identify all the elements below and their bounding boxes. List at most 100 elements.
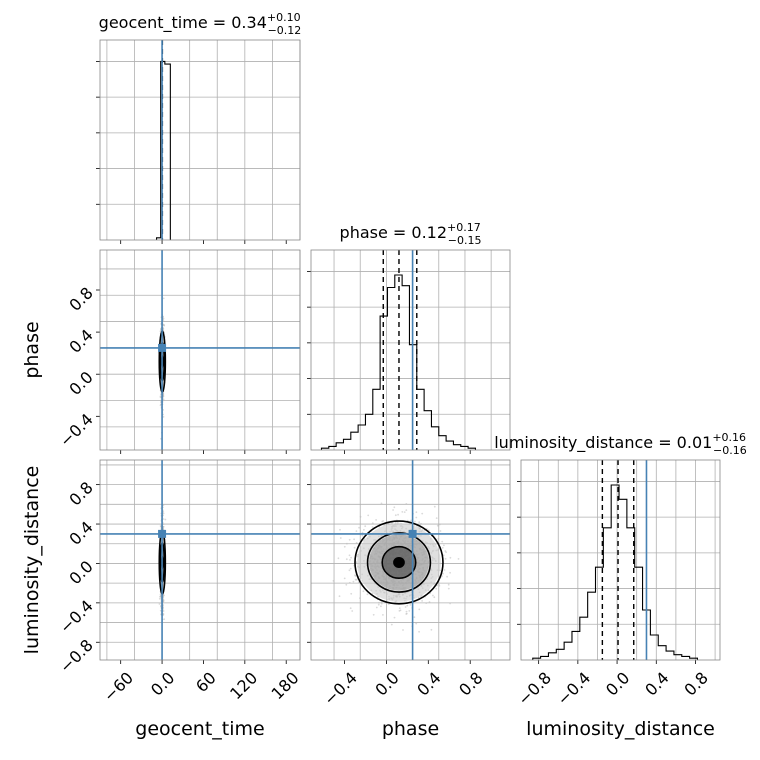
sample-point [393,506,396,509]
x-tick-label: 120 [226,668,261,703]
sample-point [158,597,161,600]
sample-point [353,546,356,549]
sample-point [447,583,450,586]
sample-point [380,605,382,608]
sample-point [408,610,411,612]
sample-point [339,528,341,531]
sample-point [436,524,439,527]
sample-point [349,559,351,561]
y-axis-label: luminosity_distance [21,466,43,655]
sample-point [159,404,162,407]
x-tick-label: −0.8 [514,668,555,709]
sample-point [372,613,375,616]
sample-point [354,575,357,577]
sample-point [441,546,444,549]
sample-point [421,512,424,515]
truth-marker [158,529,167,538]
histogram-steps [156,60,171,240]
sample-point [162,518,165,520]
sample-point [433,505,436,508]
sample-point [159,595,161,598]
grid-lines [311,460,510,660]
sample-point [375,606,378,609]
grid-lines [311,250,510,450]
truth-marker [408,529,417,538]
sample-point [405,503,408,505]
sample-point [393,616,396,619]
sample-point [162,297,165,300]
x-tick-label: 0.8 [680,668,711,699]
sample-point [366,593,369,596]
contour-line [366,532,432,593]
sample-point [406,604,409,607]
histogram-panel-geocent_time: geocent_time = 0.34+0.10 −0.12 [96,11,301,244]
histogram-panel-phase: phase = 0.12+0.17 −0.15 [307,221,511,454]
histogram-panel-luminosity_distance: −0.8−0.4 0.0 0.4 0.8 luminosity_distance = 0… [494,431,747,740]
sample-point [367,514,370,517]
sample-point [414,520,416,523]
sample-point [351,610,354,612]
sample-point [162,504,165,506]
sample-point [396,521,399,524]
sample-point [415,622,418,625]
sample-point [444,557,447,560]
panel-frame [310,249,511,451]
sample-point [337,557,340,560]
sample-point [158,603,161,605]
sample-point [348,569,351,572]
x-tick-label: 0.0 [371,668,402,699]
sample-point [371,526,374,528]
sample-point [162,610,165,612]
x-axis-label: phase [382,718,439,740]
sample-point [355,578,358,581]
y-tick-label: 0.8 [65,478,96,509]
sample-point [364,525,367,528]
sample-point [398,607,401,609]
sample-point [332,580,335,582]
sample-point [163,618,166,621]
sample-point [159,593,162,596]
x-tick-label: 180 [268,668,303,703]
sample-point [445,551,447,554]
sample-point [348,538,351,541]
sample-point [433,596,436,599]
2d-panel-geocent_time-phase: −0.4 0.0 0.4 0.8 phase [21,249,301,454]
x-tick-label: −60 [100,668,137,705]
x-tick-label: 60 [192,668,220,696]
sample-point [345,558,348,561]
panel-frame [520,459,721,661]
y-tick-label: 0.4 [65,517,96,548]
sample-point [404,606,407,608]
sample-point [345,583,348,586]
panel-title: luminosity_distance = 0.01+0.16 −0.16 [494,431,747,457]
x-tick-label: 0.0 [147,668,178,699]
sample-point [418,630,420,633]
sample-point [378,601,380,604]
density-peak [393,556,405,568]
sample-point [437,537,440,540]
sample-point [162,324,165,326]
y-tick-label: 0.0 [65,557,96,588]
sample-point [408,522,411,525]
sample-point [346,542,348,545]
y-tick-label: −0.8 [56,636,97,677]
sample-point [413,616,416,619]
sample-point [350,556,352,559]
panel-frame [99,39,301,241]
x-tick-label: 0.4 [641,668,672,699]
sample-point [410,519,412,522]
sample-point [405,612,408,615]
sample-point [435,587,438,590]
y-tick-label: 0.0 [65,368,96,399]
sample-point [359,597,361,599]
sample-point [349,567,352,570]
sample-point [418,521,421,524]
grid-lines [521,460,720,660]
y-tick-label: −0.4 [56,596,97,637]
sample-point [343,545,346,548]
x-tick-label: 0.0 [602,668,633,699]
sample-point [401,511,404,513]
sample-point [443,569,446,571]
sample-point [439,530,442,532]
sample-point [338,595,341,598]
